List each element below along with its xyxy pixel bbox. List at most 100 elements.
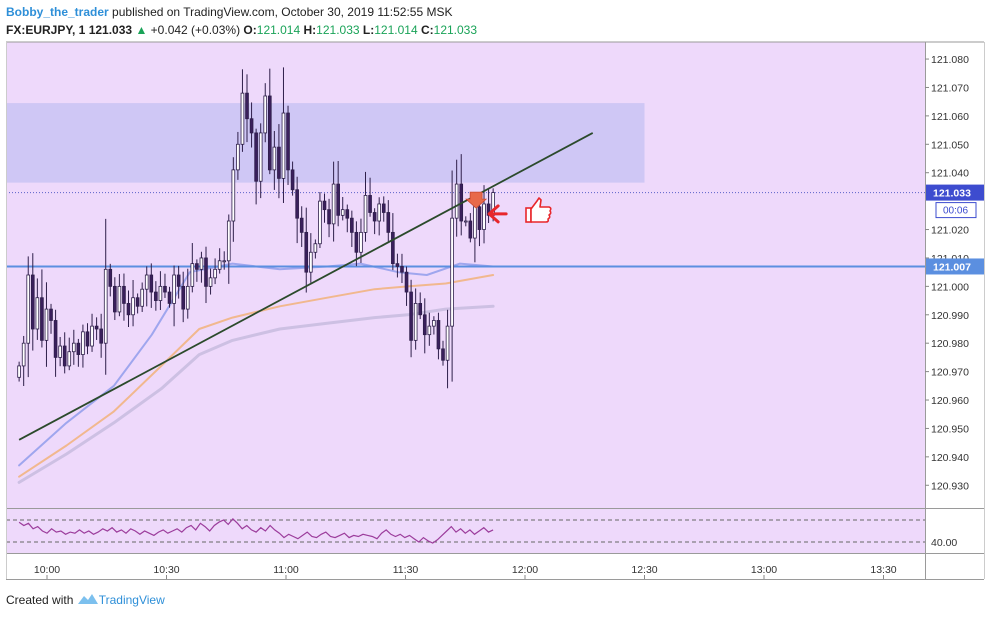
- thumbs-up-icon: [525, 197, 552, 223]
- candle-body: [154, 291, 158, 301]
- oscillator-tick-label: 40.00: [931, 537, 957, 549]
- x-tick-label: 12:00: [512, 564, 538, 576]
- candle-body: [304, 231, 309, 273]
- level-badge-text: 121.007: [933, 261, 971, 273]
- main-price-pane[interactable]: [6, 42, 925, 508]
- candle-body: [404, 271, 409, 293]
- candle-body: [413, 303, 418, 341]
- candle: [163, 273, 167, 298]
- y-tick-label: 120.990: [931, 310, 969, 322]
- candle-body: [377, 203, 381, 222]
- y-tick-label: 120.980: [931, 338, 969, 350]
- candle: [213, 258, 217, 285]
- candle-body: [391, 231, 395, 265]
- candle-body: [58, 345, 62, 358]
- candle: [199, 251, 204, 283]
- candle: [281, 67, 286, 204]
- candle: [290, 161, 295, 196]
- candle-body: [21, 342, 26, 367]
- candle: [131, 280, 135, 327]
- candle-body: [185, 285, 190, 310]
- candle: [140, 282, 144, 312]
- candle-body: [71, 342, 76, 353]
- candle: [126, 290, 131, 327]
- candle-body: [149, 274, 154, 293]
- candle-body: [26, 274, 31, 344]
- candle: [254, 128, 258, 205]
- candle-body: [122, 285, 126, 304]
- candle: [368, 177, 372, 217]
- ma-mid-line: [18, 274, 495, 478]
- y-tick-label: 120.970: [931, 367, 969, 379]
- candle-body: [368, 195, 372, 213]
- candle-body: [49, 308, 53, 321]
- candle: [135, 293, 140, 314]
- candle-body: [195, 263, 199, 270]
- candle: [432, 316, 436, 335]
- candle: [463, 216, 468, 227]
- level-badge: [926, 258, 984, 275]
- x-tick-label: 12:30: [631, 564, 657, 576]
- candle-body: [190, 263, 195, 287]
- last-price-badge-text: 121.033: [933, 188, 971, 200]
- candle: [422, 298, 427, 354]
- x-tick-label: 13:00: [751, 564, 777, 576]
- candle: [413, 288, 418, 350]
- candle-body: [245, 92, 249, 120]
- candle-body: [131, 297, 135, 316]
- y-tick-label: 120.960: [931, 395, 969, 407]
- candle: [108, 263, 113, 297]
- change-up-icon: ▲: [135, 23, 148, 37]
- candle: [336, 161, 340, 227]
- axes: 121.080 121.070 121.060 121.050 121.040 121.0…: [6, 41, 985, 580]
- trendline: [18, 132, 594, 441]
- oscillator-line: [18, 518, 494, 544]
- candle-body: [482, 203, 486, 230]
- candle: [181, 271, 186, 323]
- author-name[interactable]: Bobby_the_trader: [6, 5, 109, 19]
- countdown-text: 00:06: [943, 206, 968, 217]
- candle: [386, 200, 391, 242]
- candle-body: [249, 118, 254, 134]
- candle-body: [295, 189, 299, 219]
- candle-body: [236, 143, 240, 171]
- candle: [381, 196, 386, 222]
- close-value: 121.033: [433, 23, 478, 37]
- candle-body: [354, 231, 359, 253]
- y-tick-label: 120.930: [931, 480, 969, 492]
- last-price-label: 121.033: [88, 23, 133, 37]
- candle: [222, 251, 227, 270]
- candle: [149, 263, 154, 308]
- candle-body: [117, 285, 122, 313]
- candle: [377, 197, 381, 236]
- tradingview-brand-link[interactable]: TradingView: [98, 593, 165, 607]
- candle: [295, 176, 299, 244]
- y-tick-label: 121.040: [931, 168, 969, 180]
- candle-body: [181, 285, 186, 310]
- candle: [286, 105, 290, 185]
- candle: [240, 69, 245, 152]
- candle-body: [450, 217, 454, 327]
- candle: [30, 253, 35, 351]
- candle-body: [199, 257, 204, 270]
- candle-body: [418, 303, 423, 316]
- y-tick-label: 120.950: [931, 423, 969, 435]
- candle: [76, 338, 81, 367]
- candle: [299, 206, 304, 247]
- left-arrow-icon: [487, 204, 508, 224]
- candle-body: [267, 95, 272, 171]
- candle: [190, 243, 195, 293]
- candle: [258, 123, 263, 199]
- candle: [372, 208, 377, 235]
- candle: [167, 286, 172, 308]
- symbol-label[interactable]: FX:EURJPY, 1: [6, 23, 86, 37]
- change-label: +0.042 (+0.03%): [150, 23, 241, 37]
- publish-info: published on TradingView.com, October 30…: [112, 5, 453, 19]
- footer: Created with TradingView: [6, 593, 165, 607]
- candle-body: [172, 274, 176, 304]
- candle: [195, 259, 199, 282]
- oscillator-pane[interactable]: [6, 509, 925, 553]
- close-label: C:: [420, 23, 434, 37]
- candle: [309, 233, 313, 283]
